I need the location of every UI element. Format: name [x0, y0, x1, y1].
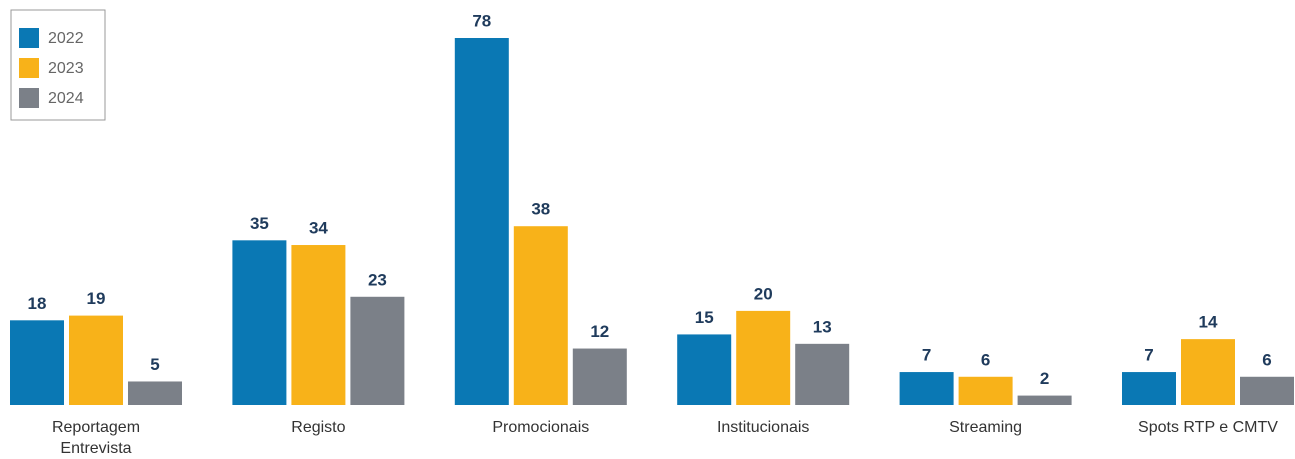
bar — [1122, 372, 1176, 405]
x-tick-line: Institucionais — [717, 419, 810, 436]
value-label: 5 — [150, 355, 159, 374]
value-label: 38 — [531, 200, 550, 219]
legend-label: 2023 — [48, 60, 84, 77]
value-label: 2 — [1040, 369, 1049, 388]
x-tick-label: Promocionais — [492, 419, 589, 436]
value-label: 12 — [590, 322, 609, 341]
bar — [350, 296, 405, 405]
bar — [572, 348, 627, 405]
value-label: 7 — [1144, 346, 1153, 365]
x-tick-line: Reportagem — [52, 419, 140, 436]
bar — [899, 372, 954, 405]
bar — [291, 245, 346, 405]
value-label: 13 — [813, 317, 832, 336]
x-tick-label: Reportagem Entrevista — [52, 419, 140, 457]
legend-label: 2024 — [48, 90, 84, 107]
value-label: 15 — [695, 308, 714, 327]
bar — [513, 226, 568, 405]
bar — [958, 376, 1013, 405]
x-tick-line: Streaming — [949, 419, 1022, 436]
bar — [1017, 395, 1072, 405]
bar — [1240, 376, 1294, 405]
bar — [69, 315, 123, 405]
bar — [454, 38, 509, 405]
legend-label: 2022 — [48, 30, 84, 47]
legend-swatch — [19, 28, 39, 48]
x-tick-line: Registo — [291, 419, 345, 436]
value-label: 23 — [368, 270, 387, 289]
value-label: 78 — [472, 11, 491, 30]
x-tick-label: Spots RTP e CMTV — [1138, 419, 1278, 436]
value-label: 35 — [250, 214, 269, 233]
legend-swatch — [19, 88, 39, 108]
bar — [795, 343, 850, 405]
bar — [232, 240, 287, 405]
x-tick-label: Registo — [291, 419, 345, 436]
value-label: 14 — [1199, 313, 1218, 332]
bar — [677, 334, 732, 405]
value-label: 19 — [87, 289, 106, 308]
bar — [1181, 339, 1235, 405]
x-tick-line: Entrevista — [60, 440, 131, 457]
legend-swatch — [19, 58, 39, 78]
value-label: 20 — [754, 284, 773, 303]
x-tick-line: Spots RTP e CMTV — [1138, 419, 1278, 436]
x-tick-line: Promocionais — [492, 419, 589, 436]
bar — [10, 320, 64, 405]
value-label: 6 — [1262, 350, 1271, 369]
bar — [736, 310, 791, 405]
value-label: 34 — [309, 219, 328, 238]
value-label: 18 — [28, 294, 47, 313]
value-label: 7 — [922, 346, 931, 365]
x-tick-label: Institucionais — [717, 419, 810, 436]
value-label: 6 — [981, 350, 990, 369]
bar — [128, 381, 182, 405]
x-tick-label: Streaming — [949, 419, 1022, 436]
